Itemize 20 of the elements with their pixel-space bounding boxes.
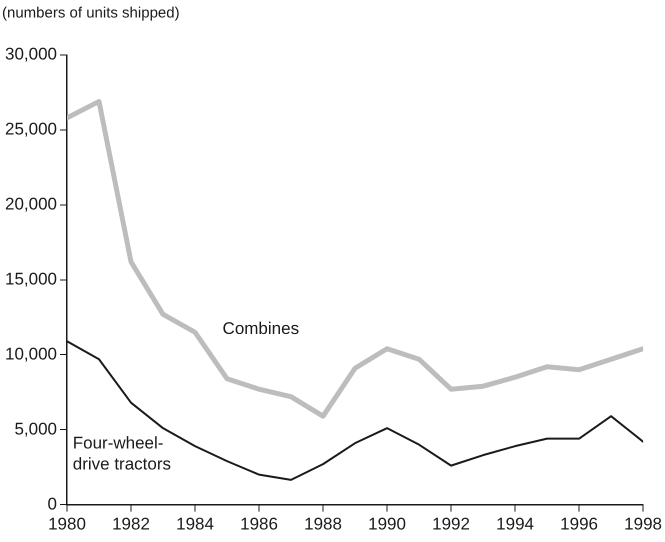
y-axis-title: (numbers of units shipped) bbox=[2, 4, 180, 22]
x-tick-label: 1982 bbox=[112, 514, 150, 534]
y-tick-label: 30,000 bbox=[4, 44, 57, 64]
y-tick-label: 5,000 bbox=[14, 419, 57, 438]
y-tick-label: 20,000 bbox=[4, 194, 57, 214]
y-tick-label: 10,000 bbox=[4, 344, 57, 364]
series-label: Combines bbox=[222, 318, 300, 338]
x-tick-label: 1994 bbox=[496, 514, 534, 534]
x-tick-label: 1988 bbox=[304, 514, 342, 534]
y-tick-label: 0 bbox=[48, 494, 57, 514]
x-tick-label: 1998 bbox=[624, 514, 662, 534]
x-tick-label: 1992 bbox=[432, 514, 470, 534]
y-tick-label: 15,000 bbox=[4, 269, 57, 288]
x-tick-label: 1986 bbox=[240, 514, 278, 534]
x-tick-label: 1996 bbox=[560, 514, 598, 534]
series-label: Four-wheel-drive tractors bbox=[72, 433, 172, 474]
y-tick-label: 25,000 bbox=[4, 120, 57, 139]
x-tick-label: 1990 bbox=[368, 514, 406, 534]
x-tick-label: 1984 bbox=[176, 514, 214, 534]
x-tick-label: 1980 bbox=[48, 514, 86, 534]
